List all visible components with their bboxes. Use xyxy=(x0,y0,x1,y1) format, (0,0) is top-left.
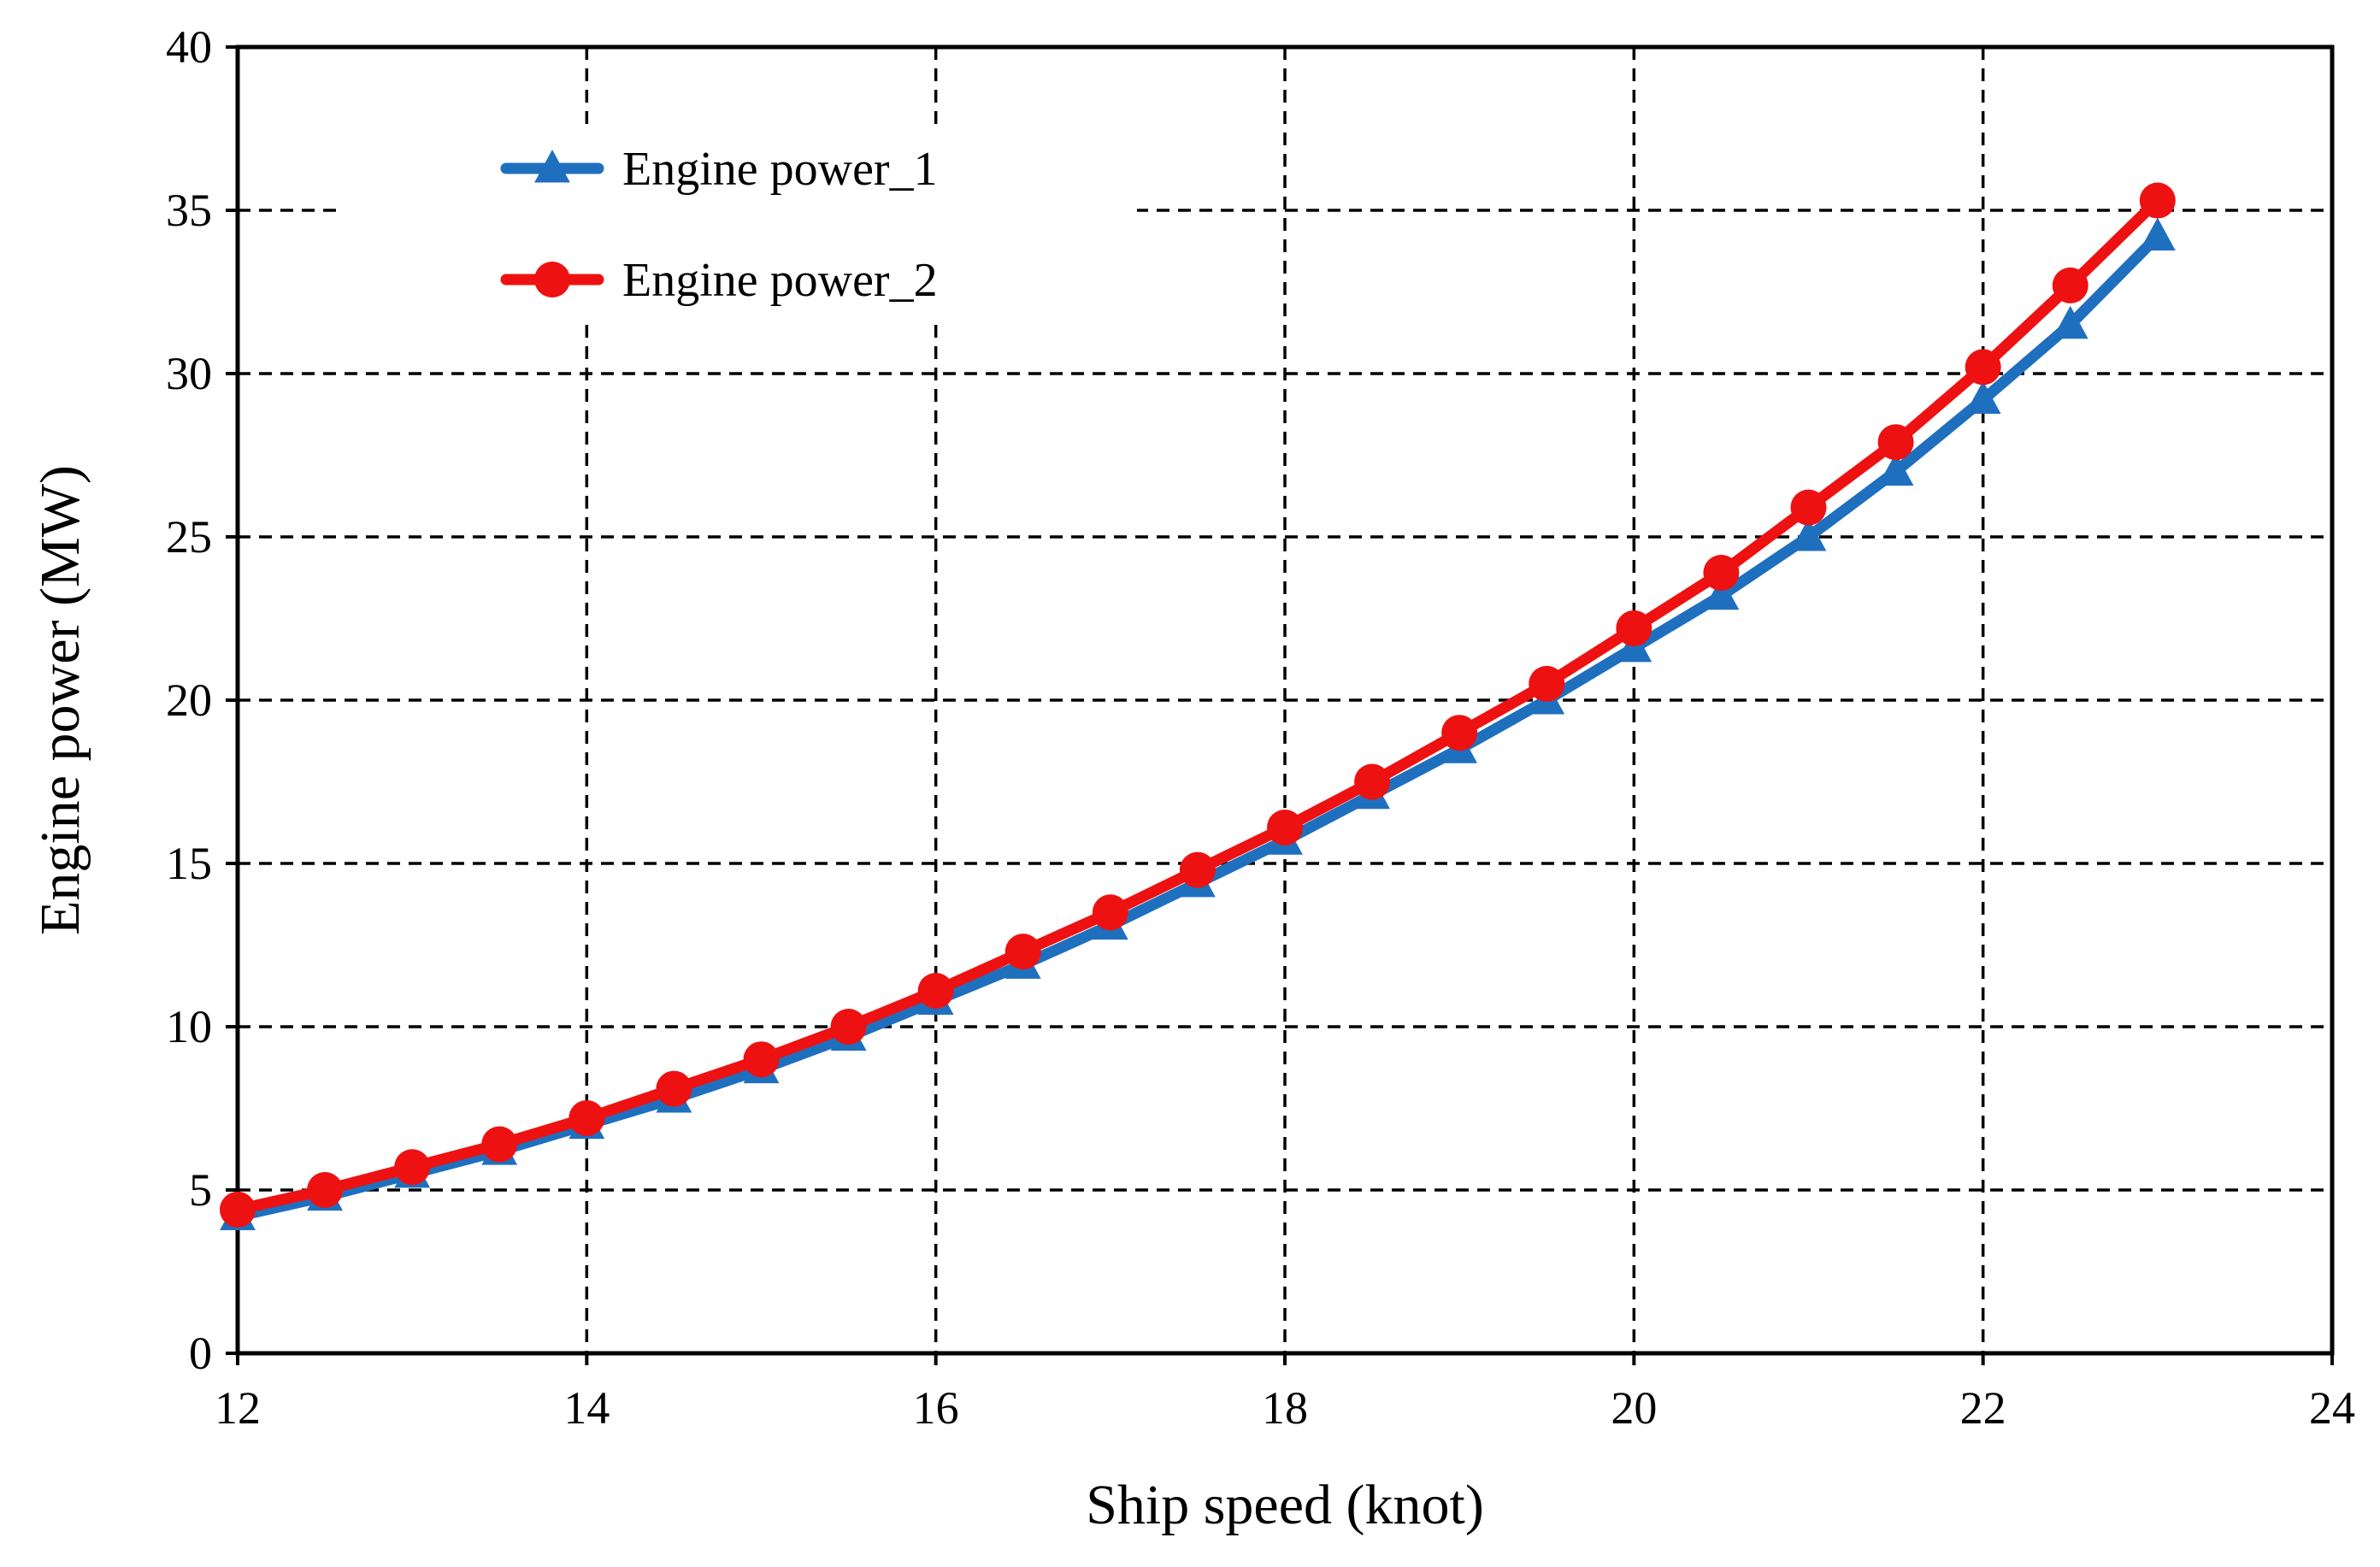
legend-marker xyxy=(534,150,570,183)
series-2-point xyxy=(1004,934,1041,970)
legend-box xyxy=(342,128,1137,325)
series-2-point xyxy=(656,1070,692,1107)
series-2-point xyxy=(220,1191,256,1228)
legend-item: Engine power_2 xyxy=(500,254,938,307)
series-2-point xyxy=(394,1149,431,1186)
series-2-point xyxy=(2052,267,2088,303)
series-2-point xyxy=(743,1041,780,1078)
series-1-point xyxy=(1790,518,1827,551)
series-2-point xyxy=(1965,349,2001,386)
grid xyxy=(238,47,2332,1353)
legend-label: Engine power_2 xyxy=(622,254,938,307)
y-tick-label: 5 xyxy=(189,1164,212,1216)
series-2-point xyxy=(568,1099,605,1136)
legend: Engine power_1 Engine power_2 xyxy=(342,128,1137,325)
y-tick-label: 10 xyxy=(166,1001,212,1052)
series-1-point xyxy=(1703,576,1740,610)
series-2-point xyxy=(1529,665,1565,702)
series-2-point xyxy=(1441,715,1478,751)
series-1-point xyxy=(1965,380,2001,415)
series-2-point xyxy=(2139,182,2176,219)
series-2-point xyxy=(1616,610,1652,646)
y-tick-label: 35 xyxy=(166,185,212,236)
series-2-point xyxy=(481,1126,518,1163)
series-2-point xyxy=(1877,424,1914,461)
series-2-point xyxy=(830,1009,867,1045)
x-tick-label: 18 xyxy=(1262,1382,1308,1434)
series-2-point xyxy=(917,972,954,1009)
y-tick-label: 25 xyxy=(166,511,212,563)
axis-ticks: 12 14 16 18 20 22 24 0 5 10 15 20 25 30 35 40 xyxy=(166,21,2355,1434)
y-axis-title: Engine power (MW) xyxy=(29,465,91,935)
series-2-point xyxy=(307,1172,344,1208)
series-2-point xyxy=(1179,851,1216,888)
x-axis-title: Ship speed (knot) xyxy=(1086,1474,1484,1536)
y-tick-label: 0 xyxy=(189,1328,212,1379)
series-1-point xyxy=(2139,217,2176,251)
y-tick-label: 15 xyxy=(166,838,212,889)
y-tick-label: 20 xyxy=(166,675,212,726)
x-tick-label: 20 xyxy=(1611,1382,1657,1434)
series-2-point xyxy=(1092,894,1128,931)
y-tick-label: 30 xyxy=(166,348,212,399)
x-tick-label: 16 xyxy=(913,1382,959,1434)
series-1-point xyxy=(2052,305,2088,339)
series-2-point xyxy=(1354,763,1391,800)
series-2-point xyxy=(1267,809,1303,845)
plot-frame xyxy=(235,44,2335,1356)
series-2 xyxy=(220,182,2176,1228)
x-tick-label: 12 xyxy=(215,1382,261,1434)
x-tick-label: 22 xyxy=(1960,1382,2006,1434)
series-2-point xyxy=(1703,555,1740,592)
legend-label: Engine power_1 xyxy=(622,143,938,196)
series-2-point xyxy=(1790,489,1827,526)
legend-item: Engine power_1 xyxy=(500,143,938,196)
x-tick-label: 24 xyxy=(2309,1382,2355,1434)
legend-marker xyxy=(534,262,570,297)
series-layer xyxy=(220,182,2176,1231)
x-tick-label: 14 xyxy=(563,1382,610,1434)
series-1-point xyxy=(1877,452,1914,486)
y-tick-label: 40 xyxy=(166,21,212,73)
